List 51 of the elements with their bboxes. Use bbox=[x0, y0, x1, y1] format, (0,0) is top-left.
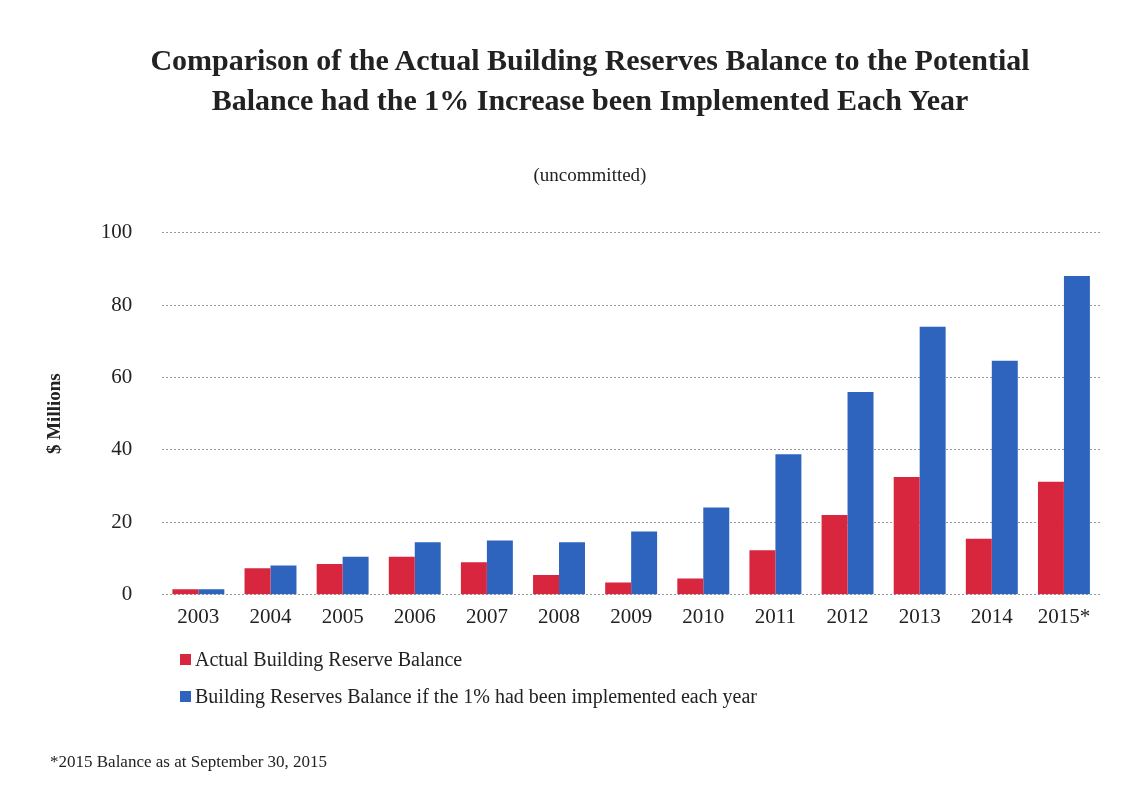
legend-label: Actual Building Reserve Balance bbox=[195, 648, 463, 671]
chart-title: Comparison of the Actual Building Reserves Balance to the Potential Balance had the 1% Increase been Implemented Each Year bbox=[150, 42, 1030, 118]
x-tick-label: 2007 bbox=[465, 603, 508, 628]
y-tick-label: 100 bbox=[100, 219, 133, 244]
bar bbox=[677, 578, 704, 595]
x-tick-label: 2004 bbox=[249, 603, 292, 628]
bar bbox=[460, 562, 487, 595]
bar bbox=[775, 454, 802, 595]
y-tick-label: 20 bbox=[111, 508, 133, 533]
x-tick-label: 2015* bbox=[1037, 603, 1091, 628]
bar bbox=[605, 582, 632, 595]
bar bbox=[965, 538, 992, 595]
x-tick-label: 2013 bbox=[898, 603, 941, 628]
bar bbox=[172, 589, 199, 595]
x-tick-label: 2008 bbox=[538, 603, 581, 628]
bar bbox=[1063, 276, 1090, 595]
y-tick-label: 60 bbox=[111, 364, 133, 388]
bar bbox=[631, 531, 658, 595]
bar bbox=[991, 360, 1018, 595]
x-tick-label: 2003 bbox=[177, 603, 220, 628]
bar bbox=[919, 326, 946, 595]
x-tick-label: 2012 bbox=[826, 603, 869, 628]
y-tick-label: 80 bbox=[111, 291, 133, 316]
x-tick-label: 2014 bbox=[970, 603, 1014, 628]
bar bbox=[316, 564, 343, 595]
legend-label: Building Reserves Balance if the 1% had been implemented each year bbox=[195, 685, 758, 708]
y-axis-title: $ Millions bbox=[43, 373, 65, 455]
bar bbox=[414, 542, 441, 595]
y-tick-label: 0 bbox=[121, 581, 133, 606]
bar bbox=[893, 477, 920, 595]
y-tick-label: 40 bbox=[111, 436, 133, 461]
x-tick-label: 2005 bbox=[321, 603, 364, 628]
bar bbox=[847, 391, 874, 595]
bar bbox=[749, 550, 776, 595]
bar bbox=[198, 589, 225, 595]
text: *2015 Balance as at September 30, 2015 bbox=[50, 752, 328, 772]
bar bbox=[388, 556, 415, 595]
bar bbox=[559, 542, 585, 595]
bar bbox=[1037, 481, 1064, 595]
bar bbox=[486, 540, 513, 595]
bar bbox=[821, 515, 848, 595]
bar bbox=[533, 574, 560, 595]
x-tick-label: 2009 bbox=[610, 603, 653, 628]
x-tick-label: 2010 bbox=[682, 603, 725, 628]
bar bbox=[270, 565, 297, 595]
x-tick-label: 2006 bbox=[393, 603, 436, 628]
x-tick-label: 2011 bbox=[754, 603, 797, 628]
bar bbox=[342, 556, 369, 595]
chart-subtitle: (uncommitted) bbox=[532, 164, 648, 186]
bar bbox=[244, 568, 271, 595]
bar bbox=[703, 507, 730, 595]
